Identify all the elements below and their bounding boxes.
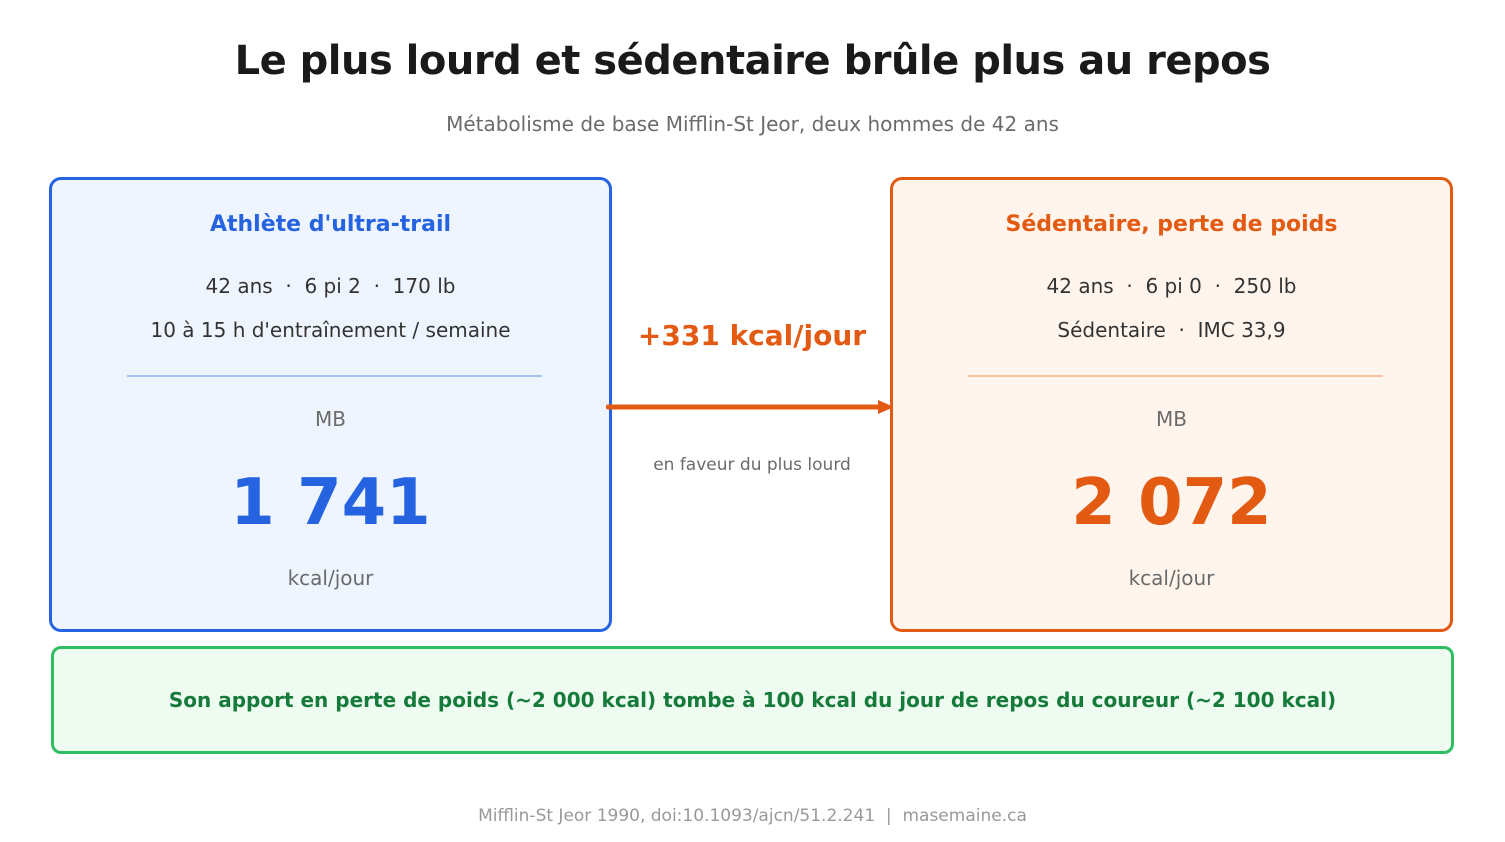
athlete-profile-line: 42 ans · 6 pi 2 · 170 lb [205,274,456,298]
bmr-difference-note: en faveur du plus lourd [653,455,851,475]
sedentary-card-title: Sédentaire, perte de poids [1005,212,1338,237]
right-arrow-icon [606,400,894,414]
athlete-bmr-value: 1 741 [230,466,431,540]
athlete-card: Athlète d'ultra-trail 42 ans · 6 pi 2 · … [49,177,612,632]
sedentary-bmr-value: 2 072 [1071,466,1272,540]
sedentary-card-divider [968,375,1383,377]
sedentary-profile-line: 42 ans · 6 pi 0 · 250 lb [1046,274,1297,298]
athlete-card-title: Athlète d'ultra-trail [209,212,452,237]
sedentary-bmr-unit: kcal/jour [1128,566,1215,590]
sedentary-card: Sédentaire, perte de poids 42 ans · 6 pi… [890,177,1453,632]
sedentary-status-line: Sédentaire · IMC 33,9 [1057,318,1286,342]
page-title: Le plus lourd et sédentaire brûle plus a… [234,38,1271,84]
sedentary-bmr-label: MB [1156,407,1187,431]
athlete-bmr-label: MB [315,407,346,431]
source-footer: Mifflin-St Jeor 1990, doi:10.1093/ajcn/5… [478,806,1027,826]
bmr-difference-value: +331 kcal/jour [637,319,867,352]
athlete-card-divider [127,375,542,377]
athlete-bmr-unit: kcal/jour [287,566,374,590]
conclusion-banner: Son apport en perte de poids (~2 000 kca… [51,646,1454,754]
page-subtitle: Métabolisme de base Mifflin-St Jeor, deu… [446,112,1059,136]
athlete-training-line: 10 à 15 h d'entraînement / semaine [150,318,511,342]
conclusion-text: Son apport en perte de poids (~2 000 kca… [168,688,1337,712]
